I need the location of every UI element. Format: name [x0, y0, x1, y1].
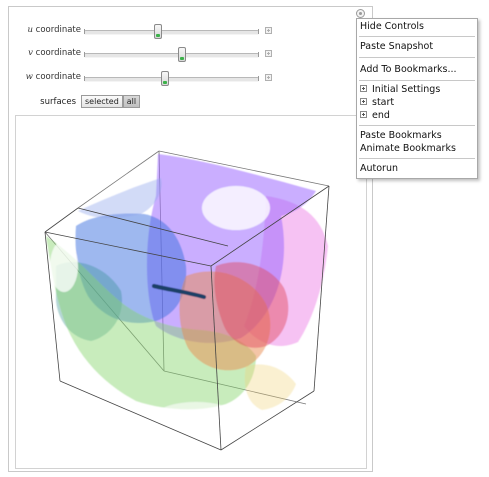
w-coordinate-slider-track[interactable] [84, 71, 259, 86]
expand-icon[interactable] [360, 98, 367, 105]
u-coordinate-label: u coordinate [27, 25, 81, 35]
menu-separator [359, 80, 475, 81]
white-hole [202, 186, 270, 230]
intersection-curve [152, 284, 206, 299]
v-coordinate-slider-track[interactable] [84, 47, 259, 62]
box-edge [44, 231, 61, 382]
box-edge [77, 150, 160, 209]
triply-orthogonal-surfaces-3d-plot[interactable] [16, 116, 366, 468]
menu-separator [359, 125, 475, 126]
box-edge [210, 185, 330, 267]
menu-item-hide-controls[interactable]: Hide Controls [360, 21, 424, 32]
options-gear-icon[interactable] [356, 9, 365, 18]
box-edge [158, 150, 330, 187]
menu-item-initial-settings[interactable]: Initial Settings [360, 84, 440, 96]
surfaces-setter-bar: selected all [81, 95, 141, 108]
v-coordinate-expand-icon[interactable] [265, 50, 272, 57]
green-surface [46, 236, 256, 410]
expand-icon[interactable] [360, 85, 367, 92]
surfaces-all-button[interactable]: all [122, 95, 141, 108]
box-edge [77, 207, 229, 247]
expand-icon[interactable] [360, 111, 367, 118]
menu-item-add-to-bookmarks[interactable]: Add To Bookmarks... [360, 64, 457, 75]
surface-layers [46, 154, 328, 430]
menu-item-paste-bookmarks[interactable]: Paste Bookmarks [360, 130, 442, 141]
u-coordinate-control: u coordinate [9, 24, 369, 39]
menu-separator [359, 36, 475, 37]
box-edge [44, 207, 79, 233]
menu-item-end[interactable]: end [360, 110, 390, 122]
box-edge [313, 185, 330, 392]
box-edge [44, 231, 212, 267]
white-hole [156, 402, 236, 430]
white-hole [50, 240, 78, 292]
w-coordinate-label: w coordinate [25, 72, 81, 82]
white-hole [294, 353, 318, 389]
menu-separator [359, 57, 475, 58]
w-coordinate-expand-icon[interactable] [265, 74, 272, 81]
v-coordinate-label: v coordinate [28, 48, 81, 58]
u-coordinate-expand-icon[interactable] [265, 27, 272, 34]
box-front-edges [44, 185, 330, 451]
menu-separator [359, 158, 475, 159]
menu-item-autorun[interactable]: Autorun [360, 163, 399, 174]
surfaces-selected-button[interactable]: selected [81, 95, 123, 108]
v-coordinate-control: v coordinate [9, 47, 369, 62]
box-edge [59, 380, 222, 451]
menu-item-paste-snapshot[interactable]: Paste Snapshot [360, 41, 434, 52]
w-coordinate-control: w coordinate [9, 71, 369, 86]
options-menu: Hide Controls Paste Snapshot Add To Book… [356, 18, 478, 179]
surfaces-label: surfaces [40, 97, 76, 107]
red-surface [214, 262, 289, 348]
menu-item-start[interactable]: start [360, 97, 394, 109]
lightblue-surface [78, 178, 162, 219]
w-coordinate-slider-thumb[interactable] [161, 71, 169, 86]
v-coordinate-slider-thumb[interactable] [178, 47, 186, 62]
u-coordinate-slider-thumb[interactable] [154, 24, 162, 39]
box-edge [220, 390, 315, 451]
yellow-surface [244, 364, 296, 410]
plot-area[interactable] [15, 115, 367, 469]
u-coordinate-slider-track[interactable] [84, 24, 259, 39]
box-edge [210, 265, 222, 451]
menu-item-animate-bookmarks[interactable]: Animate Bookmarks [360, 143, 456, 154]
manipulate-panel: u coordinate v coordinate w coordinate s… [8, 6, 373, 472]
